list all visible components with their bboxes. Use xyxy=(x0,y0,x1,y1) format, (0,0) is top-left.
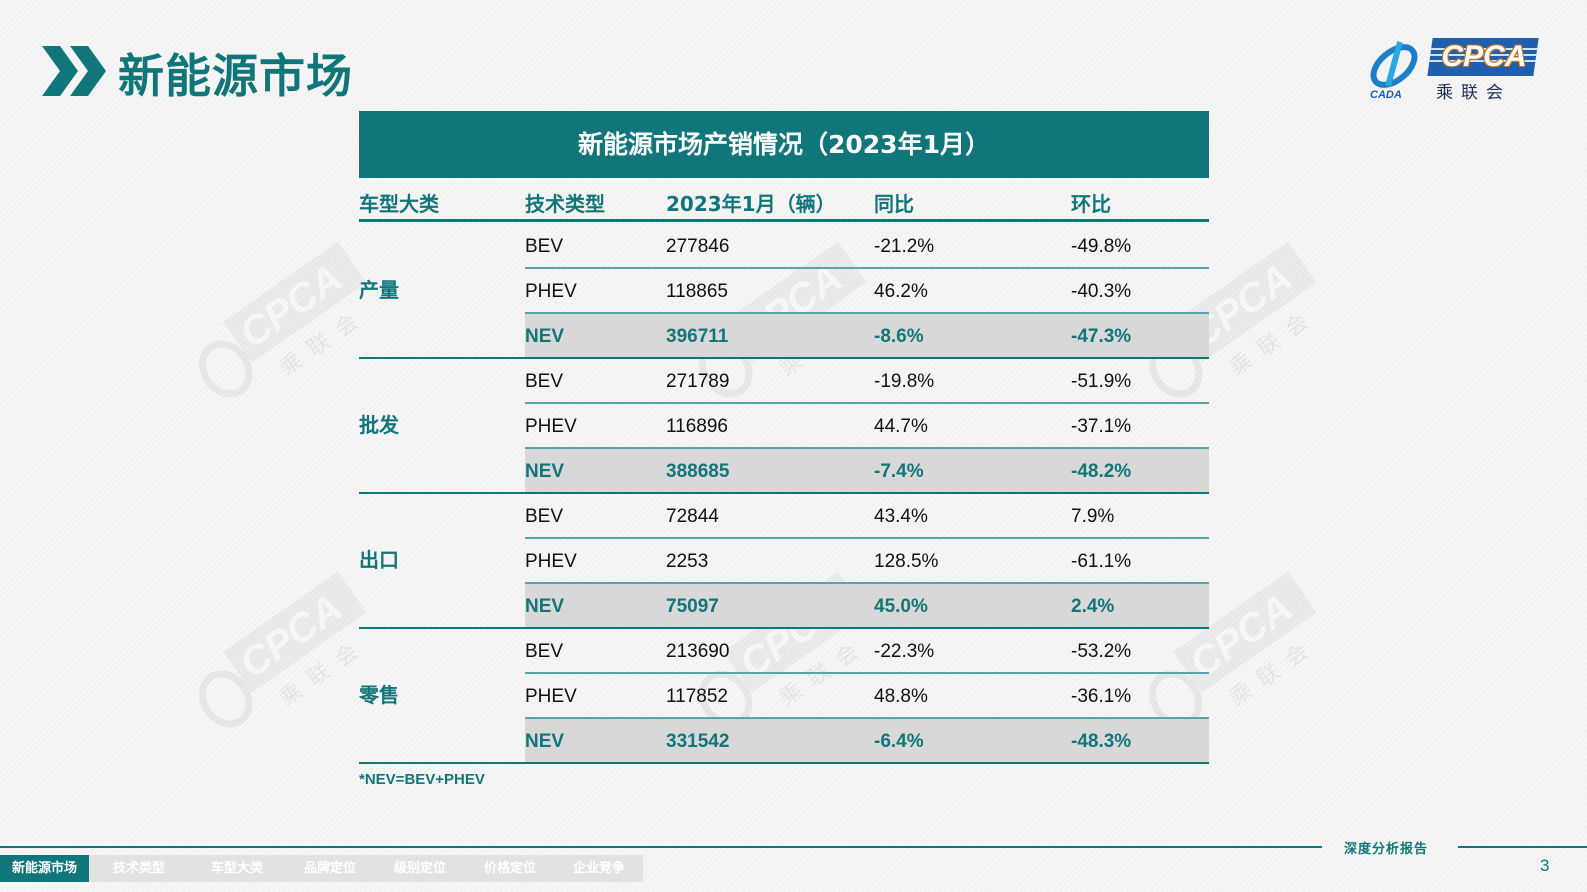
table-row: BEV 271789 -19.8% -51.9% xyxy=(525,359,1209,404)
page-title: 新能源市场 xyxy=(118,49,353,103)
cell-value: 331542 xyxy=(666,731,730,752)
column-header-tech-type: 技术类型 xyxy=(525,192,605,216)
group-divider xyxy=(359,762,1209,764)
table-row-nev-total: NEV 75097 45.0% 2.4% xyxy=(525,584,1209,629)
cell-value: 388685 xyxy=(666,461,730,482)
cell-yoy: -8.6% xyxy=(874,326,924,347)
cell-type: BEV xyxy=(525,641,564,662)
group-label: 批发 xyxy=(359,413,399,437)
cell-type: PHEV xyxy=(525,551,577,572)
cell-yoy: -22.3% xyxy=(874,641,935,662)
logo-subtitle: 乘联会 xyxy=(1436,83,1511,103)
cell-value: 75097 xyxy=(666,596,719,617)
cell-type: BEV xyxy=(525,506,564,527)
cell-yoy: -6.4% xyxy=(874,731,924,752)
cell-yoy: -7.4% xyxy=(874,461,924,482)
cell-mom: -53.2% xyxy=(1071,641,1132,662)
cell-mom: -48.2% xyxy=(1071,461,1132,482)
table-group-production: 产量 BEV 277846 -21.2% -49.8% PHEV 118865 … xyxy=(359,224,1209,359)
footnote: *NEV=BEV+PHEV xyxy=(359,771,485,788)
table-row: BEV 277846 -21.2% -49.8% xyxy=(525,224,1209,269)
cell-mom: -61.1% xyxy=(1071,551,1132,572)
table-group-retail: 零售 BEV 213690 -22.3% -53.2% PHEV 117852 … xyxy=(359,629,1209,764)
cell-type: NEV xyxy=(525,596,565,617)
cell-yoy: 44.7% xyxy=(874,416,928,437)
nav-tab-price-position[interactable]: 价格定位 xyxy=(483,861,536,876)
group-label: 产量 xyxy=(359,278,399,302)
table-row: BEV 213690 -22.3% -53.2% xyxy=(525,629,1209,674)
group-divider xyxy=(359,492,1209,494)
cell-yoy: 128.5% xyxy=(874,551,939,572)
cell-value: 396711 xyxy=(666,326,729,347)
nav-tab-vehicle-category[interactable]: 车型大类 xyxy=(210,861,263,876)
cell-yoy: 43.4% xyxy=(874,506,928,527)
footer-divider xyxy=(1458,846,1587,848)
cell-mom: -40.3% xyxy=(1071,281,1132,302)
table-row: PHEV 116896 44.7% -37.1% xyxy=(525,404,1209,449)
nav-tab-nev-market[interactable]: 新能源市场 xyxy=(0,855,89,882)
cell-type: PHEV xyxy=(525,686,577,707)
cada-emblem-icon: CADA xyxy=(1370,41,1418,100)
cell-value: 2253 xyxy=(666,551,709,572)
table-group-export: 出口 BEV 72844 43.4% 7.9% PHEV 2253 128.5%… xyxy=(359,494,1209,629)
cell-mom: -48.3% xyxy=(1071,731,1132,752)
nav-tab-class-position[interactable]: 级别定位 xyxy=(393,861,446,876)
table-row: PHEV 2253 128.5% -61.1% xyxy=(525,539,1209,584)
group-divider xyxy=(359,627,1209,629)
cell-value: 213690 xyxy=(666,641,730,662)
table-row-nev-total: NEV 388685 -7.4% -48.2% xyxy=(525,449,1209,494)
cell-value: 72844 xyxy=(666,506,719,527)
cell-yoy: 46.2% xyxy=(874,281,928,302)
group-divider xyxy=(359,357,1209,359)
section-nav: 新能源市场 技术类型 车型大类 品牌定位 级别定位 价格定位 企业竞争 xyxy=(0,855,643,882)
table-row: PHEV 117852 48.8% -36.1% xyxy=(525,674,1209,719)
report-label: 深度分析报告 xyxy=(1344,842,1429,857)
column-header-category: 车型大类 xyxy=(359,192,439,216)
cell-yoy: 45.0% xyxy=(874,596,928,617)
cell-mom: -47.3% xyxy=(1071,326,1132,347)
table-row: PHEV 118865 46.2% -40.3% xyxy=(525,269,1209,314)
cell-type: BEV xyxy=(525,371,564,392)
cell-mom: 7.9% xyxy=(1071,506,1115,527)
cell-yoy: 48.8% xyxy=(874,686,928,707)
logo-text: CPCA xyxy=(1441,40,1527,73)
table-header: 车型大类 技术类型 2023年1月（辆） 同比 环比 xyxy=(359,180,1209,222)
column-header-volume: 2023年1月（辆） xyxy=(666,192,836,216)
cell-yoy: -21.2% xyxy=(874,236,935,257)
cell-mom: 2.4% xyxy=(1071,596,1115,617)
svg-text:CADA: CADA xyxy=(1370,89,1402,100)
column-header-mom: 环比 xyxy=(1071,192,1111,216)
column-header-yoy: 同比 xyxy=(874,192,914,216)
cell-type: NEV xyxy=(525,461,565,482)
nav-tab-competition[interactable]: 企业竞争 xyxy=(572,861,625,876)
table-row-nev-total: NEV 396711 -8.6% -47.3% xyxy=(525,314,1209,359)
cell-value: 271789 xyxy=(666,371,730,392)
table-group-wholesale: 批发 BEV 271789 -19.8% -51.9% PHEV 116896 … xyxy=(359,359,1209,494)
double-chevron-icon xyxy=(42,46,106,96)
footer-divider xyxy=(0,846,1322,848)
cell-value: 118865 xyxy=(666,281,728,302)
nav-tab-brand-position[interactable]: 品牌定位 xyxy=(303,861,356,876)
cell-type: PHEV xyxy=(525,281,577,302)
cell-yoy: -19.8% xyxy=(874,371,935,392)
cell-type: NEV xyxy=(525,731,565,752)
nav-tab-tech-type[interactable]: 技术类型 xyxy=(112,861,165,876)
cell-value: 116896 xyxy=(666,416,728,437)
cell-type: PHEV xyxy=(525,416,577,437)
table-row: BEV 72844 43.4% 7.9% xyxy=(525,494,1209,539)
cell-mom: -37.1% xyxy=(1071,416,1132,437)
cell-value: 117852 xyxy=(666,686,728,707)
table-row-nev-total: NEV 331542 -6.4% -48.3% xyxy=(525,719,1209,764)
cell-value: 277846 xyxy=(666,236,730,257)
page-number: 3 xyxy=(1540,856,1550,875)
group-label: 出口 xyxy=(359,548,399,572)
table-title: 新能源市场产销情况（2023年1月） xyxy=(359,111,1209,178)
cell-mom: -51.9% xyxy=(1071,371,1132,392)
cell-mom: -36.1% xyxy=(1071,686,1132,707)
group-label: 零售 xyxy=(359,683,399,707)
cpca-logo: CADA CPCA 乘联会 xyxy=(1366,34,1539,103)
cell-type: NEV xyxy=(525,326,565,347)
cell-mom: -49.8% xyxy=(1071,236,1132,257)
cell-type: BEV xyxy=(525,236,564,257)
